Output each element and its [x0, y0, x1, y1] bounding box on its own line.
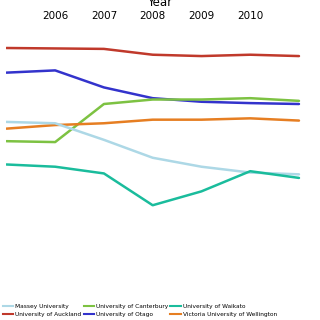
University of Otago [248, 101, 252, 105]
University of Auckland [53, 46, 57, 50]
University of Waikato [248, 169, 252, 173]
X-axis label: Year: Year [148, 0, 172, 9]
Massey University [53, 121, 57, 125]
Victoria University of Wellington [248, 116, 252, 120]
University of Otago [4, 71, 8, 75]
University of Waikato [200, 189, 204, 193]
University of Canterbury [297, 99, 301, 103]
Victoria University of Wellington [4, 127, 8, 131]
Line: University of Otago: University of Otago [6, 70, 299, 104]
University of Auckland [248, 53, 252, 57]
University of Auckland [200, 54, 204, 58]
University of Canterbury [102, 102, 106, 106]
University of Otago [53, 68, 57, 72]
Victoria University of Wellington [200, 118, 204, 122]
University of Otago [297, 102, 301, 106]
Massey University [297, 172, 301, 176]
University of Waikato [151, 203, 155, 207]
University of Waikato [102, 172, 106, 175]
Victoria University of Wellington [151, 118, 155, 122]
Line: Victoria University of Wellington: Victoria University of Wellington [6, 118, 299, 129]
Line: University of Waikato: University of Waikato [6, 164, 299, 205]
Line: University of Canterbury: University of Canterbury [6, 98, 299, 142]
University of Waikato [4, 163, 8, 166]
Line: University of Auckland: University of Auckland [6, 48, 299, 56]
University of Otago [200, 100, 204, 104]
University of Canterbury [248, 96, 252, 100]
University of Waikato [53, 165, 57, 169]
Victoria University of Wellington [297, 119, 301, 123]
Victoria University of Wellington [53, 123, 57, 127]
University of Canterbury [53, 140, 57, 144]
University of Waikato [297, 176, 301, 180]
University of Canterbury [200, 98, 204, 101]
Massey University [4, 120, 8, 124]
Victoria University of Wellington [102, 121, 106, 125]
University of Canterbury [4, 139, 8, 143]
University of Auckland [297, 54, 301, 58]
University of Otago [102, 85, 106, 89]
Massey University [200, 165, 204, 169]
Legend: Massey University, University of Auckland, University of Canterbury, University : Massey University, University of Aucklan… [3, 304, 277, 317]
University of Auckland [102, 47, 106, 51]
Massey University [248, 171, 252, 174]
University of Otago [151, 96, 155, 100]
University of Auckland [151, 53, 155, 57]
University of Canterbury [151, 98, 155, 101]
Massey University [151, 156, 155, 160]
University of Auckland [4, 46, 8, 50]
Line: Massey University: Massey University [6, 122, 299, 174]
Massey University [102, 138, 106, 142]
